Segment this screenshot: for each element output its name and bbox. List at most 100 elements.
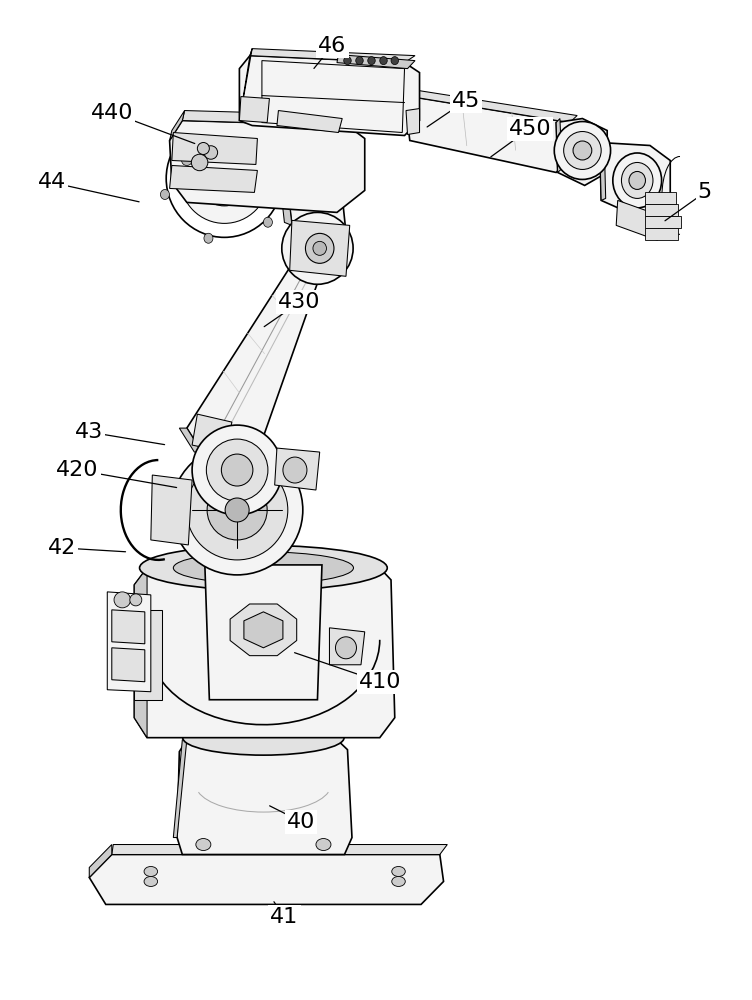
Text: 430: 430 (278, 292, 320, 312)
Polygon shape (262, 61, 405, 133)
Polygon shape (337, 55, 415, 69)
Polygon shape (112, 610, 145, 644)
Ellipse shape (130, 594, 142, 606)
Polygon shape (135, 568, 395, 738)
Polygon shape (556, 119, 562, 172)
Polygon shape (205, 565, 322, 700)
Polygon shape (192, 414, 232, 452)
Ellipse shape (212, 166, 236, 191)
Ellipse shape (183, 720, 344, 755)
Ellipse shape (282, 212, 353, 284)
Polygon shape (280, 119, 346, 232)
Ellipse shape (196, 839, 211, 851)
Ellipse shape (197, 142, 209, 154)
Ellipse shape (140, 545, 387, 590)
Text: 450: 450 (508, 119, 551, 139)
Polygon shape (644, 228, 678, 240)
Polygon shape (135, 568, 147, 738)
Ellipse shape (114, 592, 131, 608)
Ellipse shape (204, 146, 217, 159)
Ellipse shape (391, 57, 399, 65)
Ellipse shape (554, 122, 611, 179)
Polygon shape (230, 604, 297, 656)
Ellipse shape (191, 154, 208, 171)
Polygon shape (239, 56, 420, 136)
Ellipse shape (613, 153, 662, 208)
Polygon shape (329, 628, 365, 665)
Ellipse shape (207, 480, 267, 540)
Ellipse shape (294, 224, 341, 272)
Ellipse shape (225, 498, 249, 522)
Ellipse shape (380, 57, 387, 65)
Ellipse shape (181, 140, 192, 150)
Ellipse shape (144, 876, 158, 886)
Ellipse shape (173, 552, 353, 584)
Polygon shape (301, 160, 338, 195)
Polygon shape (556, 119, 607, 185)
Polygon shape (644, 216, 681, 228)
Polygon shape (135, 610, 162, 700)
Polygon shape (151, 475, 192, 545)
Ellipse shape (356, 57, 363, 65)
Polygon shape (405, 96, 573, 172)
Ellipse shape (166, 120, 283, 237)
Ellipse shape (160, 189, 169, 199)
Text: 46: 46 (318, 36, 347, 56)
Polygon shape (599, 140, 605, 200)
Polygon shape (172, 133, 257, 164)
Polygon shape (112, 648, 145, 682)
Polygon shape (239, 49, 252, 121)
Ellipse shape (621, 162, 653, 198)
Polygon shape (644, 204, 678, 216)
Text: 41: 41 (270, 907, 299, 927)
Text: 440: 440 (90, 103, 133, 123)
Polygon shape (173, 740, 186, 838)
Text: 420: 420 (56, 460, 99, 480)
Polygon shape (616, 200, 660, 240)
Ellipse shape (206, 439, 268, 501)
Polygon shape (644, 192, 676, 204)
Ellipse shape (392, 876, 405, 886)
Polygon shape (170, 165, 257, 192)
Polygon shape (250, 49, 415, 63)
Ellipse shape (305, 233, 334, 263)
Polygon shape (290, 220, 350, 276)
Ellipse shape (629, 171, 645, 189)
Ellipse shape (180, 134, 268, 223)
Ellipse shape (313, 241, 326, 255)
Ellipse shape (221, 454, 253, 486)
Polygon shape (186, 238, 327, 462)
Ellipse shape (204, 233, 213, 243)
Ellipse shape (197, 151, 251, 206)
Ellipse shape (144, 866, 158, 876)
Polygon shape (277, 111, 342, 133)
Ellipse shape (573, 141, 592, 160)
Polygon shape (177, 740, 352, 855)
Ellipse shape (192, 425, 282, 515)
Text: 40: 40 (287, 812, 315, 832)
Ellipse shape (177, 130, 185, 140)
Polygon shape (182, 111, 359, 126)
Ellipse shape (263, 217, 272, 227)
Ellipse shape (186, 460, 288, 560)
Text: 5: 5 (698, 182, 712, 202)
Polygon shape (244, 612, 283, 648)
Ellipse shape (181, 170, 192, 180)
Polygon shape (179, 428, 202, 452)
Polygon shape (406, 109, 420, 135)
Ellipse shape (171, 445, 303, 575)
Text: 45: 45 (452, 91, 481, 111)
Polygon shape (89, 855, 444, 904)
Ellipse shape (279, 157, 288, 167)
Polygon shape (108, 592, 151, 692)
Polygon shape (170, 121, 365, 212)
Ellipse shape (344, 57, 351, 65)
Polygon shape (112, 845, 447, 855)
Ellipse shape (316, 839, 331, 851)
Text: 410: 410 (359, 672, 401, 692)
Polygon shape (89, 845, 112, 877)
Text: 44: 44 (38, 172, 66, 192)
Ellipse shape (335, 637, 356, 659)
Ellipse shape (181, 155, 192, 165)
Polygon shape (405, 89, 578, 123)
